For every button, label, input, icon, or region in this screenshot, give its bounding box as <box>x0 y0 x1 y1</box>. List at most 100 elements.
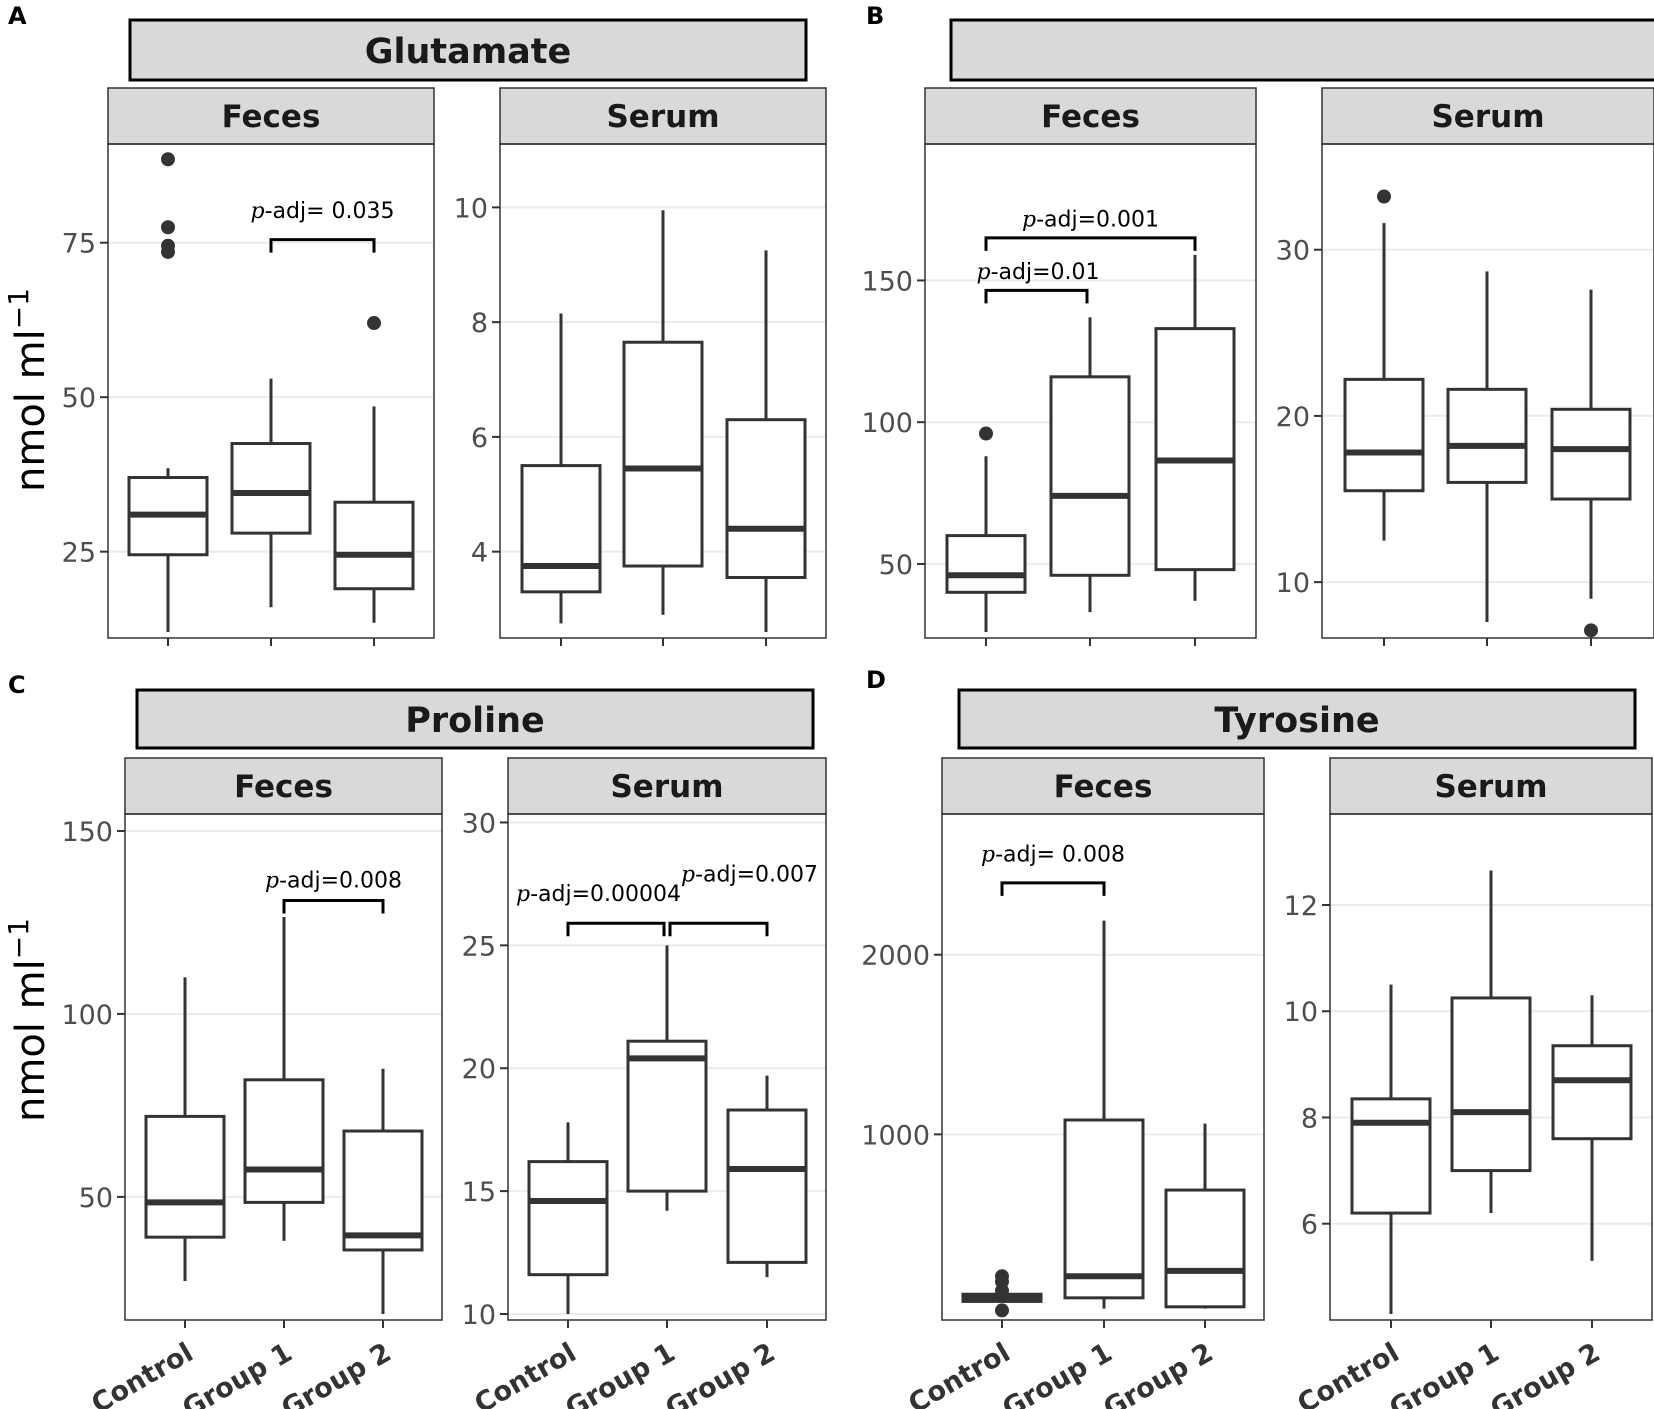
panel-a: A Glutamate 25 50 75 Feces p-adj= 0.035 4 6 8 10 Se… <box>8 2 827 646</box>
y-tick-label: 6 <box>1301 1210 1318 1241</box>
bracket-line <box>1000 881 1106 896</box>
p-italic: p <box>981 842 995 867</box>
bracket-line <box>282 899 385 914</box>
facet-strip-label: Serum <box>1434 769 1547 805</box>
x-category-label: Group 2 <box>660 1337 780 1409</box>
facet-strip-label: Feces <box>222 99 321 135</box>
facet-strip <box>124 757 443 815</box>
y-tick-label: 20 <box>462 1054 496 1085</box>
panel-b: BLysine50100150Fecesp-adj=0.001p-adj=0.0… <box>861 2 1654 646</box>
p-value-label: p-adj= 0.008 <box>981 842 1125 867</box>
panel-border <box>1321 143 1654 639</box>
iqr-box <box>1551 1044 1633 1141</box>
x-category-label: Group 2 <box>1485 1337 1605 1409</box>
p-italic: p <box>516 882 530 907</box>
p-value-label: p-adj= 0.035 <box>251 199 395 224</box>
iqr-box <box>520 464 602 594</box>
panel-title: Glutamate <box>365 32 572 72</box>
y-axis-unit: nmol ml <box>8 329 54 492</box>
boxplot-control <box>144 977 226 1328</box>
facet-serum: 1015202530Serump-adj=0.00004p-adj=0.007C… <box>462 757 827 1409</box>
outlier-point <box>979 426 993 441</box>
boxplot-group-1 <box>1450 870 1532 1328</box>
facet-strip <box>924 87 1257 145</box>
iqr-box <box>144 1114 226 1239</box>
iqr-box <box>1446 387 1528 484</box>
y-axis-title: nmol ml−1 <box>2 918 54 1122</box>
outlier-point <box>161 220 175 235</box>
boxplot-control <box>527 1122 609 1328</box>
p-value-label: p-adj=0.008 <box>265 869 402 894</box>
outlier-point <box>161 238 175 253</box>
y-tick-label: 50 <box>62 383 96 414</box>
boxplot-group-2 <box>1154 254 1236 646</box>
p-value-text: -adj= 0.008 <box>995 842 1125 867</box>
panel-border <box>924 143 1257 639</box>
iqr-box <box>527 1160 609 1277</box>
iqr-box <box>945 534 1027 594</box>
facet-strip-label: Feces <box>234 769 333 805</box>
bracket-line <box>269 238 376 253</box>
bracket-line <box>984 288 1089 304</box>
p-italic: p <box>265 869 279 894</box>
title-box <box>135 688 815 750</box>
title-box <box>128 18 808 82</box>
y-tick-label: 12 <box>1284 891 1318 922</box>
panel-border <box>107 143 435 639</box>
boxplot-group-1 <box>1446 271 1528 646</box>
panel-letter: A <box>8 2 27 30</box>
facet-strip-label: Feces <box>1041 99 1140 135</box>
y-tick-label: 20 <box>1276 402 1310 433</box>
iqr-box <box>1343 377 1425 493</box>
y-axis-title: nmol ml−1 <box>2 288 54 492</box>
iqr-box <box>726 1108 808 1264</box>
p-value-text: -adj=0.008 <box>279 869 402 894</box>
y-tick-label: 50 <box>79 1183 113 1214</box>
y-tick-label: 4 <box>471 538 488 569</box>
y-tick-label: 8 <box>1301 1103 1318 1134</box>
facet-strip-label: Serum <box>1431 99 1544 135</box>
iqr-box <box>1164 1188 1246 1309</box>
panel-letter: D <box>866 666 886 694</box>
facet-serum: 10 20 30 Serum <box>1276 87 1654 646</box>
panel-border <box>499 143 827 639</box>
iqr-box <box>626 1039 708 1193</box>
boxplot-group-2 <box>726 1075 808 1328</box>
iqr-box <box>1350 1097 1432 1215</box>
bracket-line <box>566 921 666 937</box>
iqr-box <box>622 340 704 568</box>
iqr-box <box>1550 407 1632 501</box>
y-tick-label: 10 <box>462 1300 496 1331</box>
boxplot-group-1 <box>1049 317 1131 646</box>
significance-bracket: p-adj= 0.035 <box>251 199 395 253</box>
boxplot-group-2 <box>1550 289 1632 646</box>
y-tick-label: 25 <box>62 538 96 569</box>
p-value-label: p-adj=0.00004 <box>516 882 681 907</box>
facet-strip <box>499 87 827 145</box>
bracket-line <box>668 921 769 937</box>
outlier-point <box>161 152 175 167</box>
title-box <box>949 18 1654 82</box>
facet-strip-label: Serum <box>606 99 719 135</box>
p-value-label: p-adj=0.007 <box>681 862 818 887</box>
iqr-box <box>1049 375 1131 577</box>
y-tick-label: 25 <box>462 931 496 962</box>
iqr-box <box>230 442 312 535</box>
y-tick-label: 100 <box>861 408 913 439</box>
boxplot-group-2 <box>725 250 807 646</box>
outlier-point <box>367 316 381 331</box>
y-axis-superscript: −1 <box>2 918 35 959</box>
p-value-text: -adj= 0.035 <box>265 199 395 224</box>
facet-strip <box>1321 87 1654 145</box>
outlier-point <box>995 1269 1009 1284</box>
y-tick-label: 30 <box>462 808 496 839</box>
title-box <box>957 688 1637 750</box>
y-tick-label: 2000 <box>861 941 930 972</box>
outlier-point <box>995 1303 1009 1318</box>
facet-strip <box>1329 757 1653 815</box>
panel-border <box>941 813 1265 1321</box>
panel-border <box>124 813 443 1321</box>
